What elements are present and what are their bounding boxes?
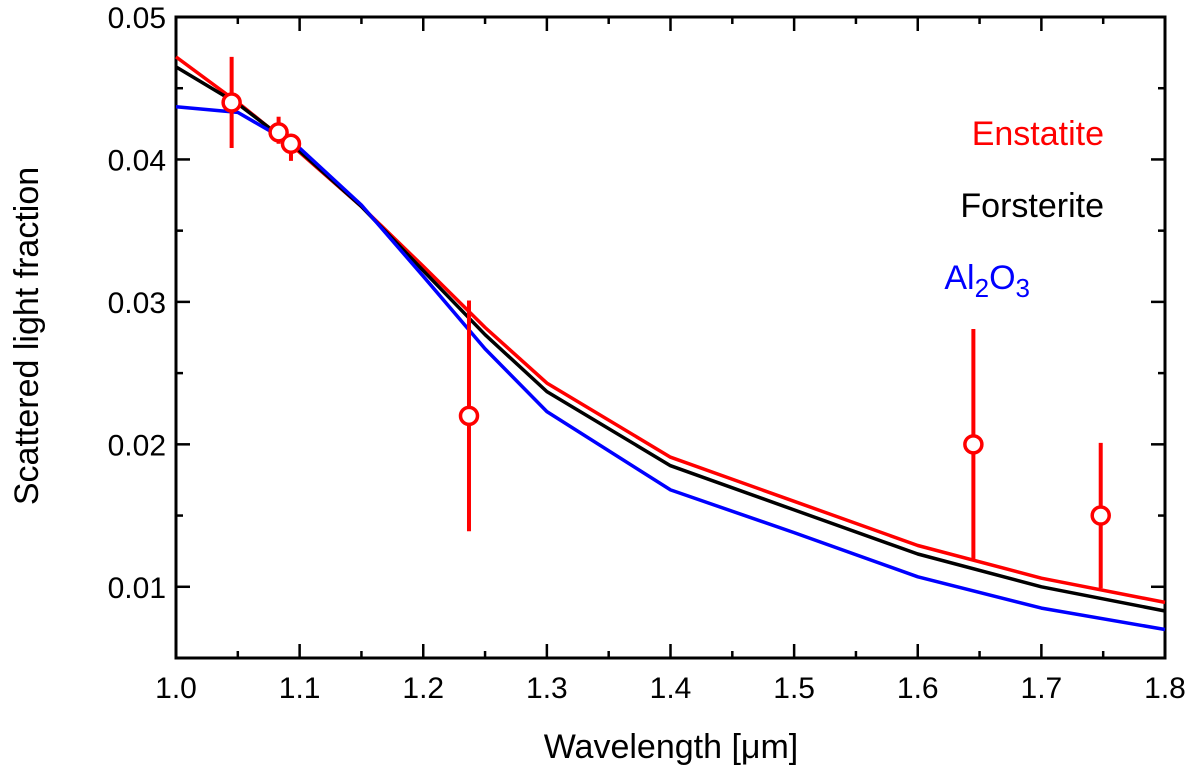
y-axis-title: Scattered light fraction	[8, 167, 46, 505]
axis-ticks: 1.0 1.1 1.2 1.3 1.4 1.5 1.6 1.7 1.8 0.01 0.02 0.03 0…	[108, 2, 1186, 705]
y-tick-label: 0.05	[108, 2, 166, 35]
plot-area-border	[174, 15, 1167, 660]
x-tick-label: 1.4	[650, 672, 692, 705]
y-tick-label: 0.02	[108, 429, 166, 462]
x-tick-label: 1.2	[402, 672, 444, 705]
series-line-al2o3	[175, 104, 1166, 632]
x-axis-title: Wavelength [μm]	[544, 728, 799, 766]
legend-al2o3-part-al: Al	[944, 259, 974, 297]
measurement-point	[221, 92, 242, 113]
legend-label-forsterite: Forsterite	[960, 187, 1104, 225]
legend-label-al2o3: Al2O3	[944, 259, 1030, 303]
legend-al2o3-subscript-2: 2	[975, 273, 989, 303]
legend: Enstatite Forsterite Al2O3	[944, 115, 1104, 303]
y-tick-label: 0.04	[108, 144, 166, 177]
x-tick-label: 1.3	[526, 672, 568, 705]
x-tick-label: 1.0	[155, 672, 197, 705]
legend-label-enstatite: Enstatite	[972, 115, 1104, 153]
measurement-point	[280, 133, 302, 155]
measurement-point	[268, 122, 289, 143]
legend-al2o3-part-o: O	[989, 259, 1015, 297]
x-tick-label: 1.5	[773, 672, 815, 705]
x-tick-label: 1.7	[1021, 672, 1063, 705]
x-tick-label: 1.8	[1144, 672, 1186, 705]
x-tick-label: 1.6	[897, 672, 939, 705]
measurement-point	[963, 434, 984, 455]
measurement-point	[458, 405, 480, 427]
measurement-points	[221, 56, 1111, 589]
plot-frame	[174, 15, 1167, 660]
y-tick-label: 0.01	[108, 572, 166, 605]
y-tick-label: 0.03	[108, 287, 166, 320]
x-tick-label: 1.1	[279, 672, 321, 705]
legend-al2o3-subscript-3: 3	[1016, 273, 1030, 303]
measurement-point	[1090, 505, 1111, 526]
